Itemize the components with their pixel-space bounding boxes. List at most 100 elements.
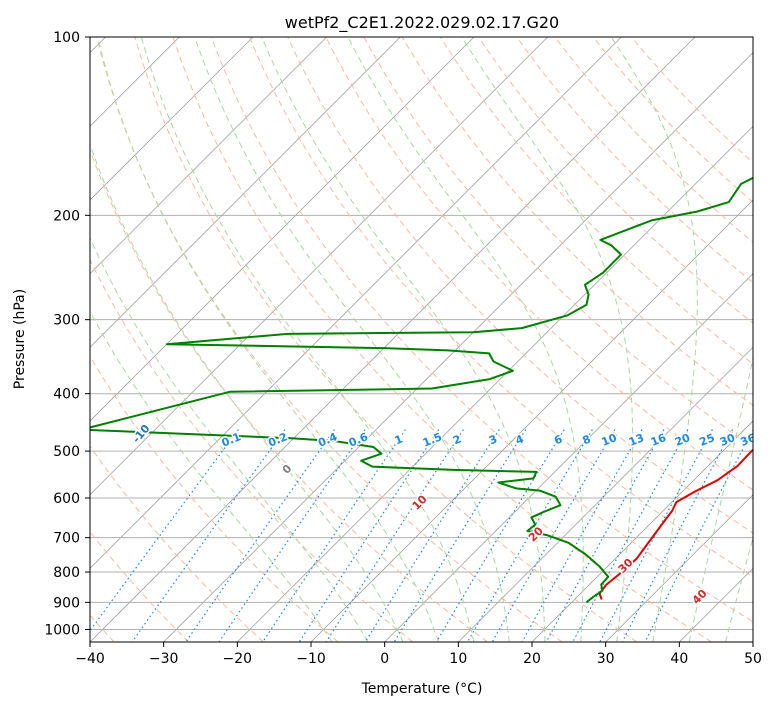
mixing-ratio-label: 25 <box>698 431 717 449</box>
mixing-ratio-label: 36 <box>739 431 758 449</box>
x-tick-label: 10 <box>449 651 467 667</box>
isotherm-line <box>310 199 753 642</box>
mixing-ratio-label: 0.2 <box>266 430 289 449</box>
mixing-ratio-line <box>599 429 713 642</box>
isotherm-line <box>458 346 753 642</box>
moist-adiabat-line <box>461 37 634 642</box>
mixing-ratio-label-group: 1.51.5 <box>419 429 445 451</box>
mixing-ratio-label: 1.5 <box>421 430 444 449</box>
moist-adiabat-label: 10 <box>410 492 430 512</box>
isotherm-line <box>237 125 753 642</box>
dry-adiabat-line <box>592 37 753 203</box>
mixing-ratio-label-group: 0.40.4 <box>315 429 341 451</box>
x-tick-label: −10 <box>296 651 326 667</box>
dry-adiabat-line <box>90 355 339 642</box>
moist-adiabat-line <box>261 37 546 642</box>
mixing-ratio-label-group: 0.20.2 <box>265 429 291 451</box>
y-tick-label: 200 <box>53 208 80 224</box>
moist-adiabat-line <box>688 355 753 642</box>
y-tick-label: 700 <box>53 531 80 547</box>
x-tick-label: −30 <box>149 651 179 667</box>
y-tick-label: 100 <box>53 30 80 46</box>
moist-adiabat-label: 30 <box>616 556 636 576</box>
mixing-ratio-line <box>262 429 406 642</box>
dry-adiabat-line <box>134 37 638 642</box>
x-tick-label: 20 <box>523 651 541 667</box>
moist-adiabat-label: 40 <box>690 587 710 607</box>
x-tick-label: −40 <box>75 651 105 667</box>
x-tick-label: 50 <box>744 651 762 667</box>
inline-labels: -100-100-90-90-80-80-70-70-60-60-50-50-4… <box>128 420 758 608</box>
moist-adiabat-line <box>347 37 584 642</box>
dry-adiabat-line <box>90 531 190 642</box>
dry-adiabat-line <box>90 258 414 642</box>
dry-adiabat-line <box>172 37 712 642</box>
isotherm-line <box>90 37 548 496</box>
mixing-ratio-label: 10 <box>600 431 619 449</box>
dry-adiabat-label-group: -10-10 <box>128 420 154 447</box>
moist-adiabat-line <box>725 536 753 642</box>
isotherm-line <box>679 567 753 642</box>
mixing-ratio-label: 1 <box>393 433 405 448</box>
y-tick-label: 600 <box>53 491 80 507</box>
isotherm-line <box>163 52 753 642</box>
mixing-ratio-label: 0.4 <box>316 430 339 449</box>
x-axis: −40 −30 −20 −10 0 10 20 30 40 50 <box>75 642 762 667</box>
moist-adiabat-line <box>90 236 369 642</box>
x-axis-label: Temperature (°C) <box>361 681 483 697</box>
moist-adiabat-line <box>610 37 698 642</box>
y-axis: 100 200 300 400 500 600 700 800 900 1000 <box>44 30 90 638</box>
mixing-ratio-line <box>491 429 616 642</box>
plot-frame <box>89 36 754 643</box>
isotherm-line <box>90 37 254 201</box>
mixing-ratio-label: 20 <box>673 431 692 449</box>
y-tick-label: 500 <box>53 444 80 460</box>
isotherm-line <box>90 37 696 642</box>
dry-adiabat-line <box>90 148 488 642</box>
mixing-ratio-label: 8 <box>581 433 593 448</box>
isotherm-line <box>605 494 753 642</box>
x-tick-label: 30 <box>597 651 615 667</box>
mixing-ratio-label-group: 0.10.1 <box>218 429 244 451</box>
dry-adiabat-line <box>90 445 264 642</box>
mixing-ratio-line <box>435 429 565 642</box>
x-tick-label: 0 <box>380 651 389 667</box>
mixing-ratio-line <box>325 429 464 642</box>
dry-adiabat-line <box>516 37 753 284</box>
mixing-ratio-label: 2 <box>451 433 463 448</box>
mixing-ratio-line <box>621 429 734 642</box>
mixing-ratio-label: 13 <box>627 431 646 449</box>
isotherm-line <box>384 273 753 642</box>
background-lines <box>90 37 753 642</box>
y-axis-label: Pressure (hPa) <box>12 289 28 389</box>
mixing-ratio-line <box>90 429 239 632</box>
mixing-ratio-label: 0.1 <box>220 430 243 449</box>
isotherm-line <box>90 37 401 348</box>
chart-title: wetPf2_C2E1.2022.029.02.17.G20 <box>285 13 559 33</box>
mixing-ratio-line <box>298 429 440 642</box>
moist-adiabat-label: 0 <box>280 462 295 477</box>
dry-adiabat-line <box>249 37 753 578</box>
dry-adiabat-line <box>325 37 753 491</box>
x-tick-label: 40 <box>670 651 688 667</box>
mixing-ratio-label: 3 <box>487 433 499 448</box>
isotherm-line <box>531 420 753 642</box>
mixing-ratio-line <box>644 429 753 642</box>
dry-adiabat-line <box>96 37 563 642</box>
y-tick-label: 800 <box>53 565 80 581</box>
mixing-ratio-line <box>131 429 286 642</box>
dry-adiabat-line <box>287 37 753 534</box>
isotherm-line <box>90 37 327 275</box>
x-tick-label: −20 <box>223 651 253 667</box>
moist-adiabat-line <box>90 310 333 642</box>
y-tick-label: 400 <box>53 387 80 403</box>
moist-adiabat-label-group: 00 <box>278 460 296 478</box>
mixing-ratio-line <box>364 429 500 642</box>
